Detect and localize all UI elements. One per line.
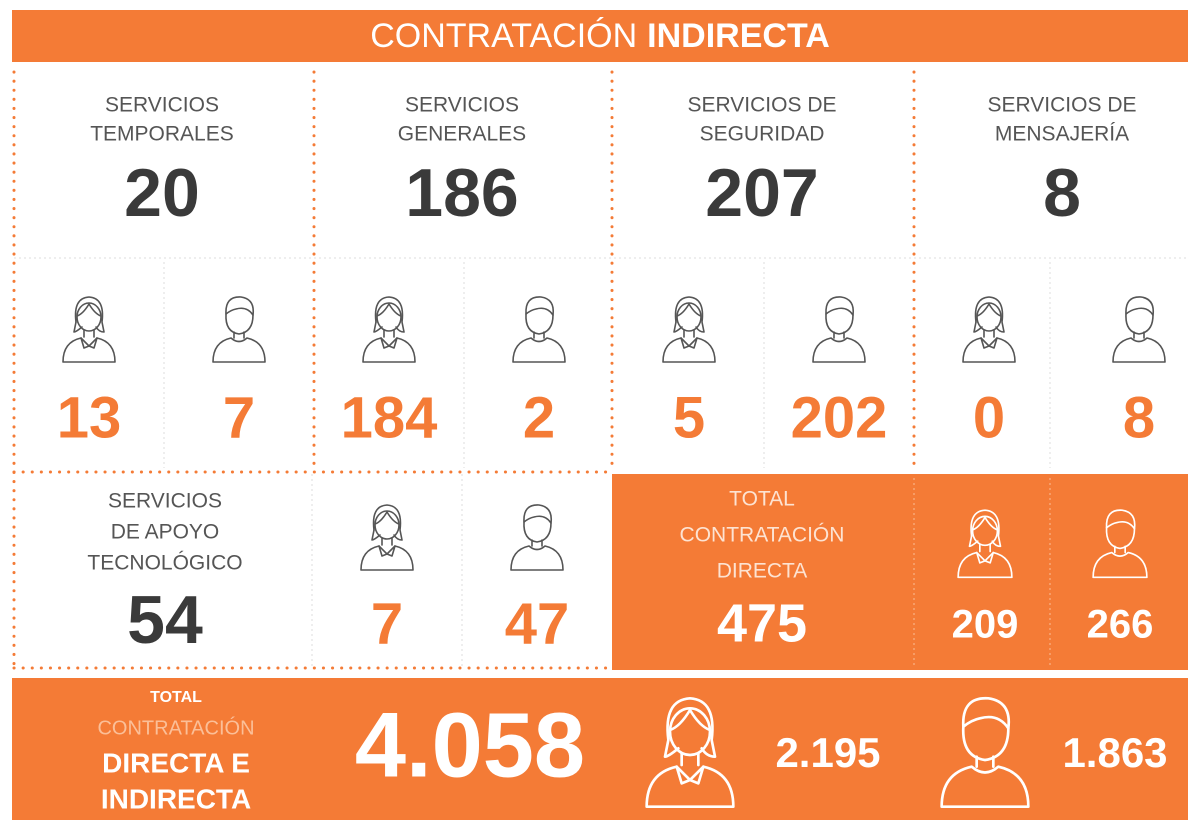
service-total: 8 bbox=[1043, 155, 1081, 231]
women-count: 7 bbox=[371, 591, 403, 656]
total-direct-block bbox=[612, 474, 1188, 670]
total-direct-value: 475 bbox=[717, 593, 807, 653]
service-name: DE APOYO bbox=[111, 521, 220, 544]
men-count: 8 bbox=[1123, 385, 1155, 450]
grand-men: 1.863 bbox=[1062, 729, 1167, 776]
man-icon bbox=[512, 296, 566, 363]
service-total: 207 bbox=[705, 155, 818, 231]
header-title: CONTRATACIÓN INDIRECTA bbox=[370, 17, 830, 55]
women-count: 13 bbox=[57, 385, 122, 450]
woman-icon bbox=[962, 296, 1016, 363]
grand-total-value: 4.058 bbox=[355, 694, 585, 796]
light-dividers bbox=[14, 257, 1188, 668]
women-count: 209 bbox=[952, 603, 1019, 647]
women-count: 184 bbox=[341, 385, 438, 450]
service-name: SERVICIOS bbox=[405, 94, 519, 117]
grand-total-bar bbox=[12, 678, 1188, 820]
header-title-bold: INDIRECTA bbox=[647, 17, 830, 55]
grand-label-bottom: DIRECTA E bbox=[102, 747, 250, 778]
total-direct-label: CONTRATACIÓN bbox=[680, 524, 845, 547]
service-name: GENERALES bbox=[398, 123, 526, 146]
service-total: 54 bbox=[127, 582, 203, 658]
service-name: SEGURIDAD bbox=[700, 123, 825, 146]
men-count: 7 bbox=[223, 385, 255, 450]
men-count: 266 bbox=[1087, 603, 1154, 647]
service-total: 20 bbox=[124, 155, 200, 231]
men-count: 2 bbox=[523, 385, 555, 450]
service-total: 186 bbox=[405, 155, 518, 231]
service-name: TECNOLÓGICO bbox=[87, 552, 242, 575]
header-title-light: CONTRATACIÓN bbox=[370, 17, 637, 55]
woman-icon bbox=[360, 504, 414, 571]
grand-label-mid: CONTRATACIÓN bbox=[97, 716, 254, 739]
grand-label-top: TOTAL bbox=[150, 689, 202, 706]
header-bar bbox=[12, 10, 1188, 62]
total-direct-label: TOTAL bbox=[729, 488, 795, 511]
service-name: SERVICIOS bbox=[105, 94, 219, 117]
men-count: 47 bbox=[505, 591, 570, 656]
service-name: SERVICIOS DE bbox=[988, 94, 1137, 117]
woman-icon bbox=[62, 296, 116, 363]
service-name: MENSAJERÍA bbox=[995, 123, 1129, 146]
grand-label-bottom: INDIRECTA bbox=[101, 783, 251, 814]
women-count: 5 bbox=[673, 385, 705, 450]
service-name: SERVICIOS DE bbox=[688, 94, 837, 117]
dotted-borders bbox=[12, 70, 916, 670]
woman-icon bbox=[662, 296, 716, 363]
man-icon bbox=[1112, 296, 1166, 363]
women-count: 0 bbox=[973, 385, 1005, 450]
man-icon bbox=[812, 296, 866, 363]
man-icon bbox=[212, 296, 266, 363]
man-icon bbox=[510, 504, 564, 571]
men-count: 202 bbox=[791, 385, 888, 450]
grand-women: 2.195 bbox=[775, 729, 880, 776]
service-name: SERVICIOS bbox=[108, 490, 222, 513]
total-direct-label: DIRECTA bbox=[717, 560, 808, 583]
service-name: TEMPORALES bbox=[90, 123, 234, 146]
orange-dividers bbox=[913, 478, 1051, 666]
woman-icon bbox=[362, 296, 416, 363]
